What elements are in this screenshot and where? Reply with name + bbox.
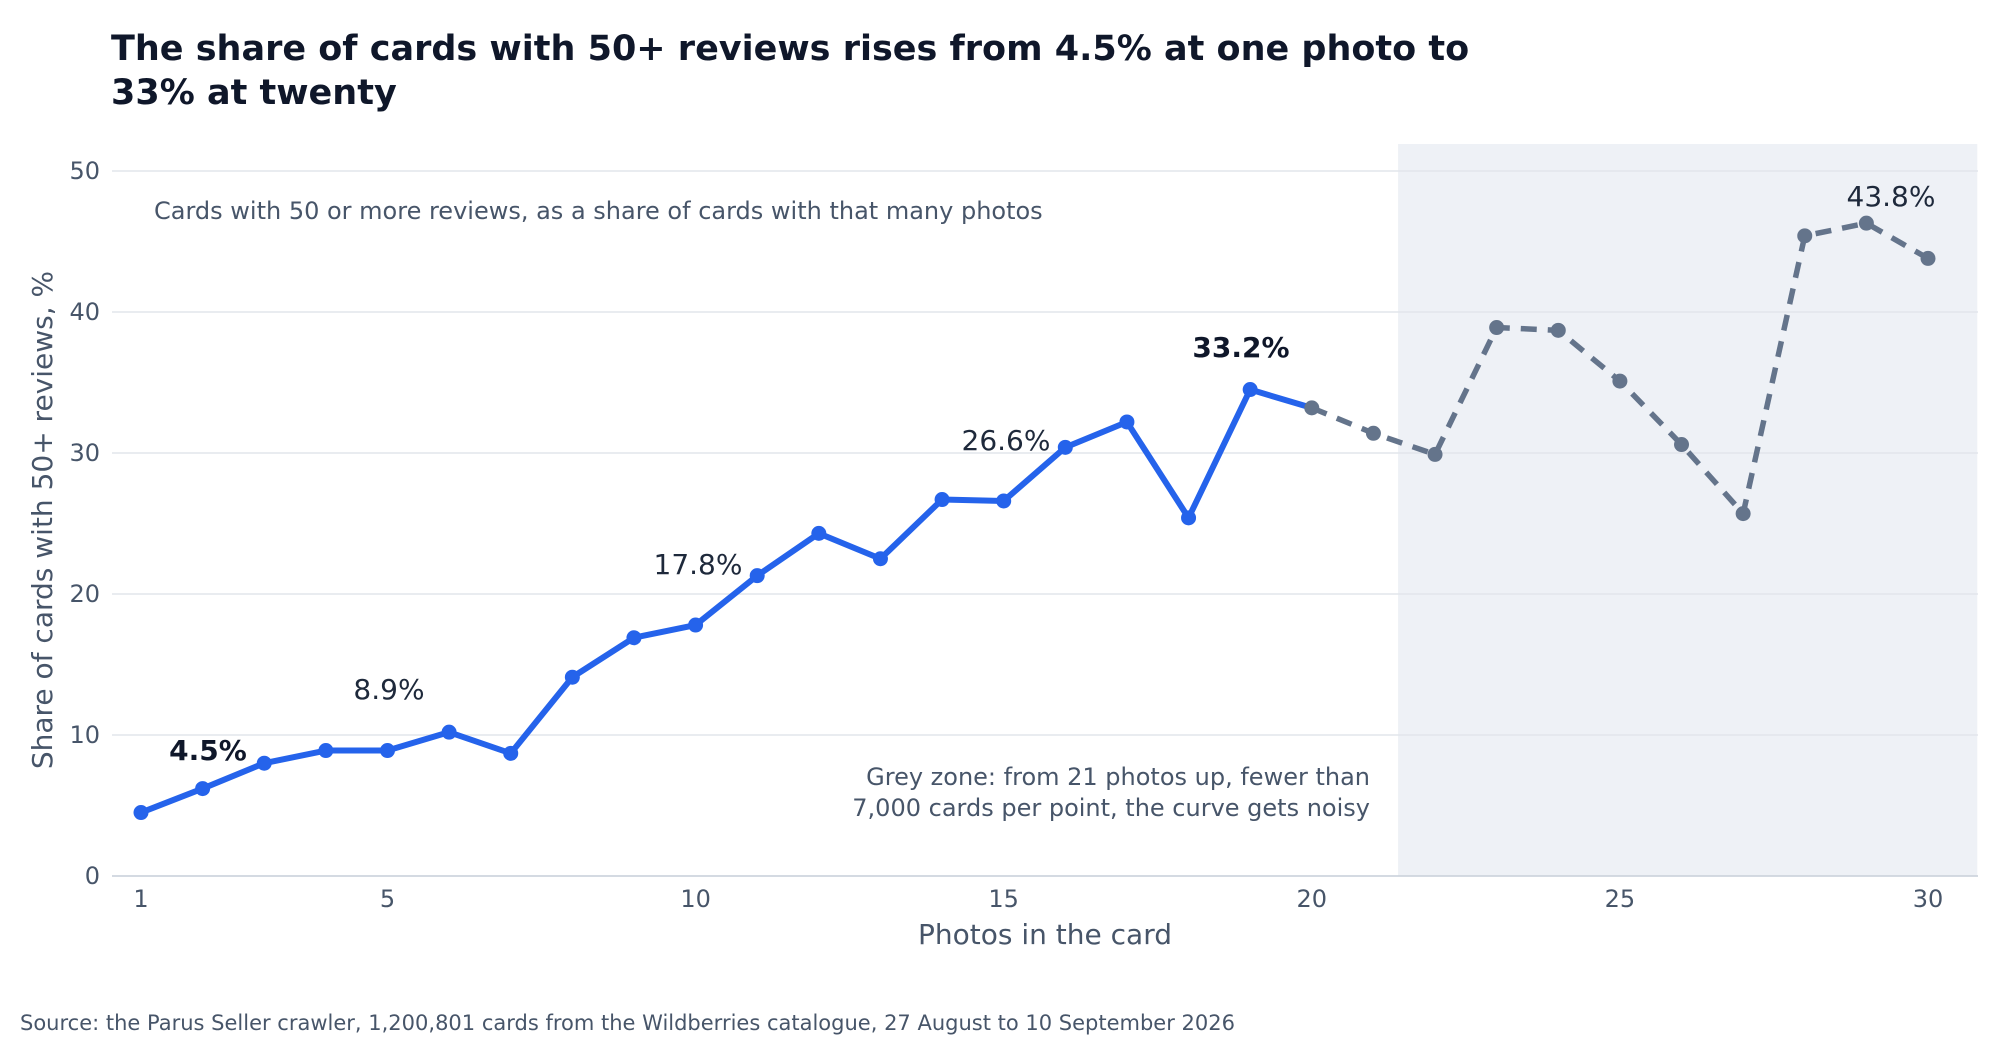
data-point: [749, 568, 765, 584]
data-point: [256, 755, 272, 771]
y-tick-label: 10: [69, 721, 100, 749]
data-point: [811, 525, 827, 541]
y-tick-label: 50: [69, 157, 100, 185]
data-point: [934, 492, 950, 508]
chart-subtitle: Cards with 50 or more reviews, as a shar…: [154, 197, 1043, 225]
grey-zone-note: 7,000 cards per point, the curve gets no…: [852, 794, 1370, 822]
data-point: [564, 669, 580, 685]
grey-zone: [1398, 144, 1978, 876]
x-axis-title: Photos in the card: [918, 918, 1172, 951]
data-label: 33.2%: [1192, 331, 1289, 364]
y-axis-title: Share of cards with 50+ reviews, %: [26, 271, 59, 769]
x-tick-label: 5: [380, 885, 395, 913]
y-tick-label: 0: [85, 862, 100, 890]
x-tick-label: 1: [133, 885, 148, 913]
data-label: 17.8%: [654, 548, 743, 581]
y-tick-label: 40: [69, 298, 100, 326]
x-tick-label: 30: [1913, 885, 1944, 913]
data-point: [1920, 250, 1936, 266]
data-point: [996, 493, 1012, 509]
data-point: [1674, 437, 1690, 453]
data-point: [1242, 382, 1258, 398]
data-point: [1181, 510, 1197, 526]
data-point: [1304, 400, 1320, 416]
grey-zone-note: Grey zone: from 21 photos up, fewer than: [866, 763, 1370, 791]
source-note: Source: the Parus Seller crawler, 1,200,…: [20, 1011, 1235, 1035]
series-line-main: [138, 386, 1315, 816]
chart-title-line: The share of cards with 50+ reviews rise…: [111, 29, 1469, 69]
data-point: [318, 743, 334, 759]
x-tick-label: 25: [1605, 885, 1636, 913]
x-tick-label: 15: [988, 885, 1019, 913]
data-label: 4.5%: [169, 734, 247, 767]
y-tick-label: 20: [69, 580, 100, 608]
data-point: [872, 551, 888, 567]
data-point: [441, 724, 457, 740]
x-tick-label: 10: [680, 885, 711, 913]
data-point: [1427, 446, 1443, 462]
data-point: [1119, 414, 1135, 430]
data-point: [1057, 439, 1073, 455]
data-point: [379, 743, 395, 759]
data-point: [1735, 506, 1751, 522]
y-tick-label: 30: [69, 439, 100, 467]
data-point: [1365, 425, 1381, 441]
data-point: [1797, 228, 1813, 244]
data-label: 8.9%: [353, 673, 424, 706]
data-point: [688, 617, 704, 633]
data-point: [1858, 215, 1874, 231]
data-point: [1550, 322, 1566, 338]
data-point: [626, 630, 642, 646]
x-tick-label: 20: [1297, 885, 1328, 913]
data-point: [1489, 320, 1505, 336]
data-point: [503, 745, 519, 761]
data-label: 26.6%: [962, 424, 1051, 457]
data-point: [1612, 373, 1628, 389]
data-point: [133, 805, 149, 821]
chart-title-line: 33% at twenty: [111, 73, 397, 113]
data-point: [195, 781, 211, 797]
data-label: 43.8%: [1847, 180, 1936, 213]
